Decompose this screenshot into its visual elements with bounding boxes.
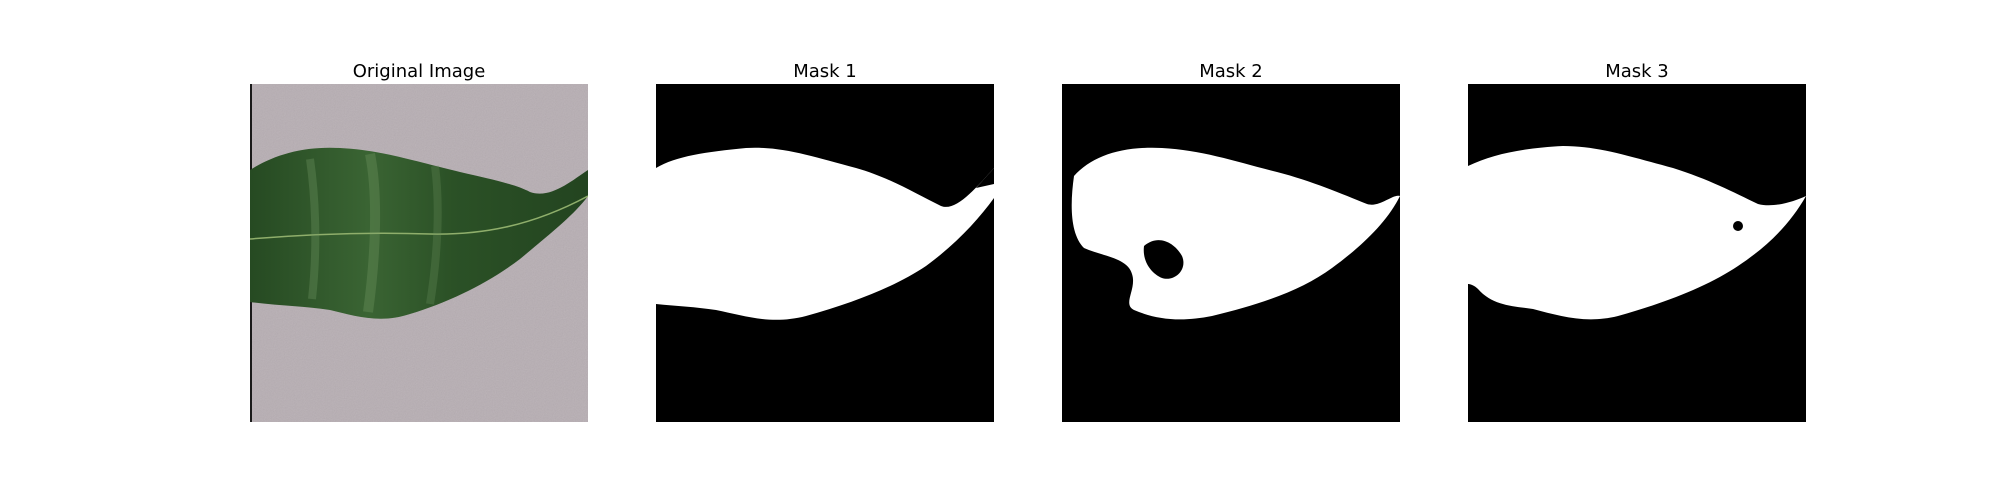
panel-title: Mask 3 xyxy=(1605,61,1669,82)
panel-mask-1: Mask 1 xyxy=(656,60,994,422)
mask-1-image xyxy=(656,84,994,422)
original-leaf-photo xyxy=(250,84,588,422)
panel-title: Mask 1 xyxy=(793,61,857,82)
panel-mask-2: Mask 2 xyxy=(1062,60,1400,422)
panel-original-image: Original Image xyxy=(250,60,588,422)
panel-mask-3: Mask 3 xyxy=(1468,60,1806,422)
mask-3-image xyxy=(1468,84,1806,422)
panel-title: Original Image xyxy=(352,61,486,82)
panel-title: Mask 2 xyxy=(1199,61,1263,82)
mask-2-image xyxy=(1062,84,1400,422)
